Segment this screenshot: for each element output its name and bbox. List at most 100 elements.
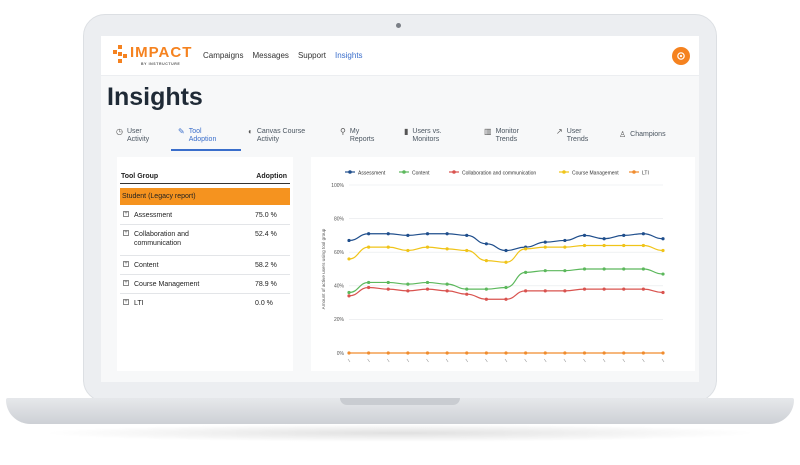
data-point bbox=[563, 245, 567, 249]
expand-icon[interactable]: + bbox=[123, 299, 129, 305]
tab-my-reports[interactable]: ⚲ My Reports bbox=[333, 126, 397, 151]
row-value: 0.0 % bbox=[255, 300, 273, 307]
y-tick-label: 100% bbox=[331, 183, 344, 189]
y-tick-label: 60% bbox=[334, 250, 345, 256]
tab-user-trends[interactable]: ↗ User Trends bbox=[549, 126, 612, 151]
data-point bbox=[347, 294, 351, 298]
gear-icon bbox=[677, 52, 685, 60]
data-point bbox=[661, 237, 665, 241]
table-row[interactable]: + Content 58.2 % bbox=[120, 256, 290, 275]
trophy-icon: ♙ bbox=[619, 130, 627, 139]
data-point bbox=[524, 247, 528, 251]
data-point bbox=[602, 243, 606, 248]
data-point bbox=[347, 257, 351, 261]
data-point bbox=[661, 248, 665, 253]
data-point bbox=[504, 285, 508, 290]
row-label: Content bbox=[134, 262, 159, 269]
data-point bbox=[602, 237, 606, 241]
row-label: Assessment bbox=[134, 212, 173, 219]
x-tick-mark bbox=[387, 358, 390, 363]
tool-group-table-panel: Tool Group Adoption Student (Legacy repo… bbox=[117, 157, 293, 371]
page-title: Insights bbox=[107, 83, 203, 111]
tool-adoption-chart-panel: Assessment Content Collaboration and commu… bbox=[311, 157, 695, 371]
data-point bbox=[367, 351, 371, 355]
data-point bbox=[641, 287, 645, 291]
data-point bbox=[563, 238, 567, 243]
nav-link-messages[interactable]: Messages bbox=[252, 51, 289, 60]
tab-tool-adoption[interactable]: ✎ Tool Adoption bbox=[171, 126, 241, 151]
legend-label: Content bbox=[412, 171, 430, 177]
table-row[interactable]: + Assessment 75.0 % bbox=[120, 206, 290, 225]
tab-label: User Trends bbox=[566, 128, 589, 143]
row-value: 78.9 % bbox=[255, 281, 277, 288]
logo-subtitle: BY INSTRUCTURE bbox=[141, 62, 181, 66]
data-point bbox=[543, 245, 547, 249]
column-header-tool-group: Tool Group bbox=[121, 173, 159, 180]
data-point bbox=[445, 232, 449, 236]
table-rows: + Assessment 75.0 % + Collaboration and … bbox=[120, 206, 290, 313]
data-point bbox=[347, 351, 351, 355]
series-line bbox=[348, 286, 664, 300]
nav-link-support[interactable]: Support bbox=[297, 51, 326, 60]
impact-logo[interactable]: IMPACT BY INSTRUCTURE bbox=[113, 43, 193, 69]
data-point bbox=[543, 269, 547, 273]
x-tick-mark bbox=[406, 358, 410, 363]
data-point bbox=[425, 245, 430, 249]
x-tick-mark bbox=[445, 358, 449, 363]
y-tick-label: 0% bbox=[337, 351, 345, 357]
top-navigation: IMPACT BY INSTRUCTURE Campaigns Messages… bbox=[101, 36, 699, 76]
data-point bbox=[524, 289, 528, 293]
tab-label: Canvas Course Activity bbox=[256, 128, 306, 143]
data-point bbox=[465, 287, 469, 291]
data-point bbox=[622, 233, 626, 237]
column-header-adoption: Adoption bbox=[256, 173, 287, 180]
laptop-notch bbox=[340, 398, 460, 405]
nav-link-campaigns[interactable]: Campaigns bbox=[203, 51, 244, 60]
table-group-row[interactable]: Student (Legacy report) bbox=[120, 188, 290, 205]
table-row[interactable]: + Course Management 78.9 % bbox=[120, 275, 290, 294]
x-tick-mark bbox=[347, 358, 351, 363]
data-point bbox=[445, 247, 449, 251]
data-point bbox=[563, 269, 567, 273]
x-tick-mark bbox=[367, 358, 370, 363]
expand-icon[interactable]: + bbox=[123, 280, 129, 286]
app-screen: IMPACT BY INSTRUCTURE Campaigns Messages… bbox=[101, 36, 699, 382]
trend-bars-icon: ▥ bbox=[484, 127, 492, 136]
nav-link-insights[interactable]: Insights bbox=[334, 51, 363, 60]
y-axis-label: Amount of active users using tool group bbox=[321, 228, 326, 309]
data-point bbox=[347, 238, 351, 243]
tab-users-vs-monitors[interactable]: ▮ Users vs. Monitors bbox=[397, 126, 477, 151]
data-point bbox=[661, 272, 665, 276]
tab-monitor-trends[interactable]: ▥ Monitor Trends bbox=[477, 126, 549, 151]
tab-user-activity[interactable]: ◷ User Activity bbox=[109, 126, 171, 151]
expand-icon[interactable]: + bbox=[123, 230, 129, 236]
data-point bbox=[602, 351, 606, 355]
data-point bbox=[563, 289, 567, 293]
table-row[interactable]: + Collaboration and communication 52.4 % bbox=[120, 225, 290, 256]
legend-label: LTI bbox=[642, 171, 649, 177]
data-point bbox=[445, 289, 449, 293]
data-point bbox=[622, 267, 626, 271]
expand-icon[interactable]: + bbox=[123, 211, 129, 217]
data-point bbox=[465, 292, 469, 296]
canvas-icon: ◐ bbox=[248, 127, 253, 136]
expand-icon[interactable]: + bbox=[123, 261, 129, 267]
data-point bbox=[602, 287, 606, 291]
line-trend-icon: ↗ bbox=[556, 127, 563, 136]
bar-chart-icon: ▮ bbox=[404, 127, 409, 136]
x-tick-mark bbox=[622, 358, 625, 363]
table-row[interactable]: + LTI 0.0 % bbox=[120, 294, 290, 313]
data-point bbox=[582, 233, 587, 237]
data-point bbox=[524, 351, 528, 355]
data-point bbox=[406, 233, 410, 237]
tab-canvas-course-activity[interactable]: ◐ Canvas Course Activity bbox=[241, 126, 333, 151]
tab-champions[interactable]: ♙ Champions bbox=[612, 126, 692, 151]
legend-marker bbox=[632, 170, 636, 174]
laptop-shadow bbox=[40, 424, 760, 442]
row-label: Collaboration and communication bbox=[134, 231, 189, 247]
data-point bbox=[504, 260, 508, 264]
settings-button[interactable] bbox=[672, 47, 690, 65]
data-point bbox=[504, 351, 508, 355]
series-line bbox=[348, 244, 664, 263]
data-point bbox=[425, 232, 430, 236]
